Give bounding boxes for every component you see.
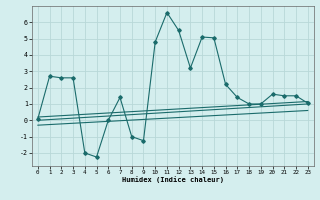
- X-axis label: Humidex (Indice chaleur): Humidex (Indice chaleur): [122, 177, 224, 183]
